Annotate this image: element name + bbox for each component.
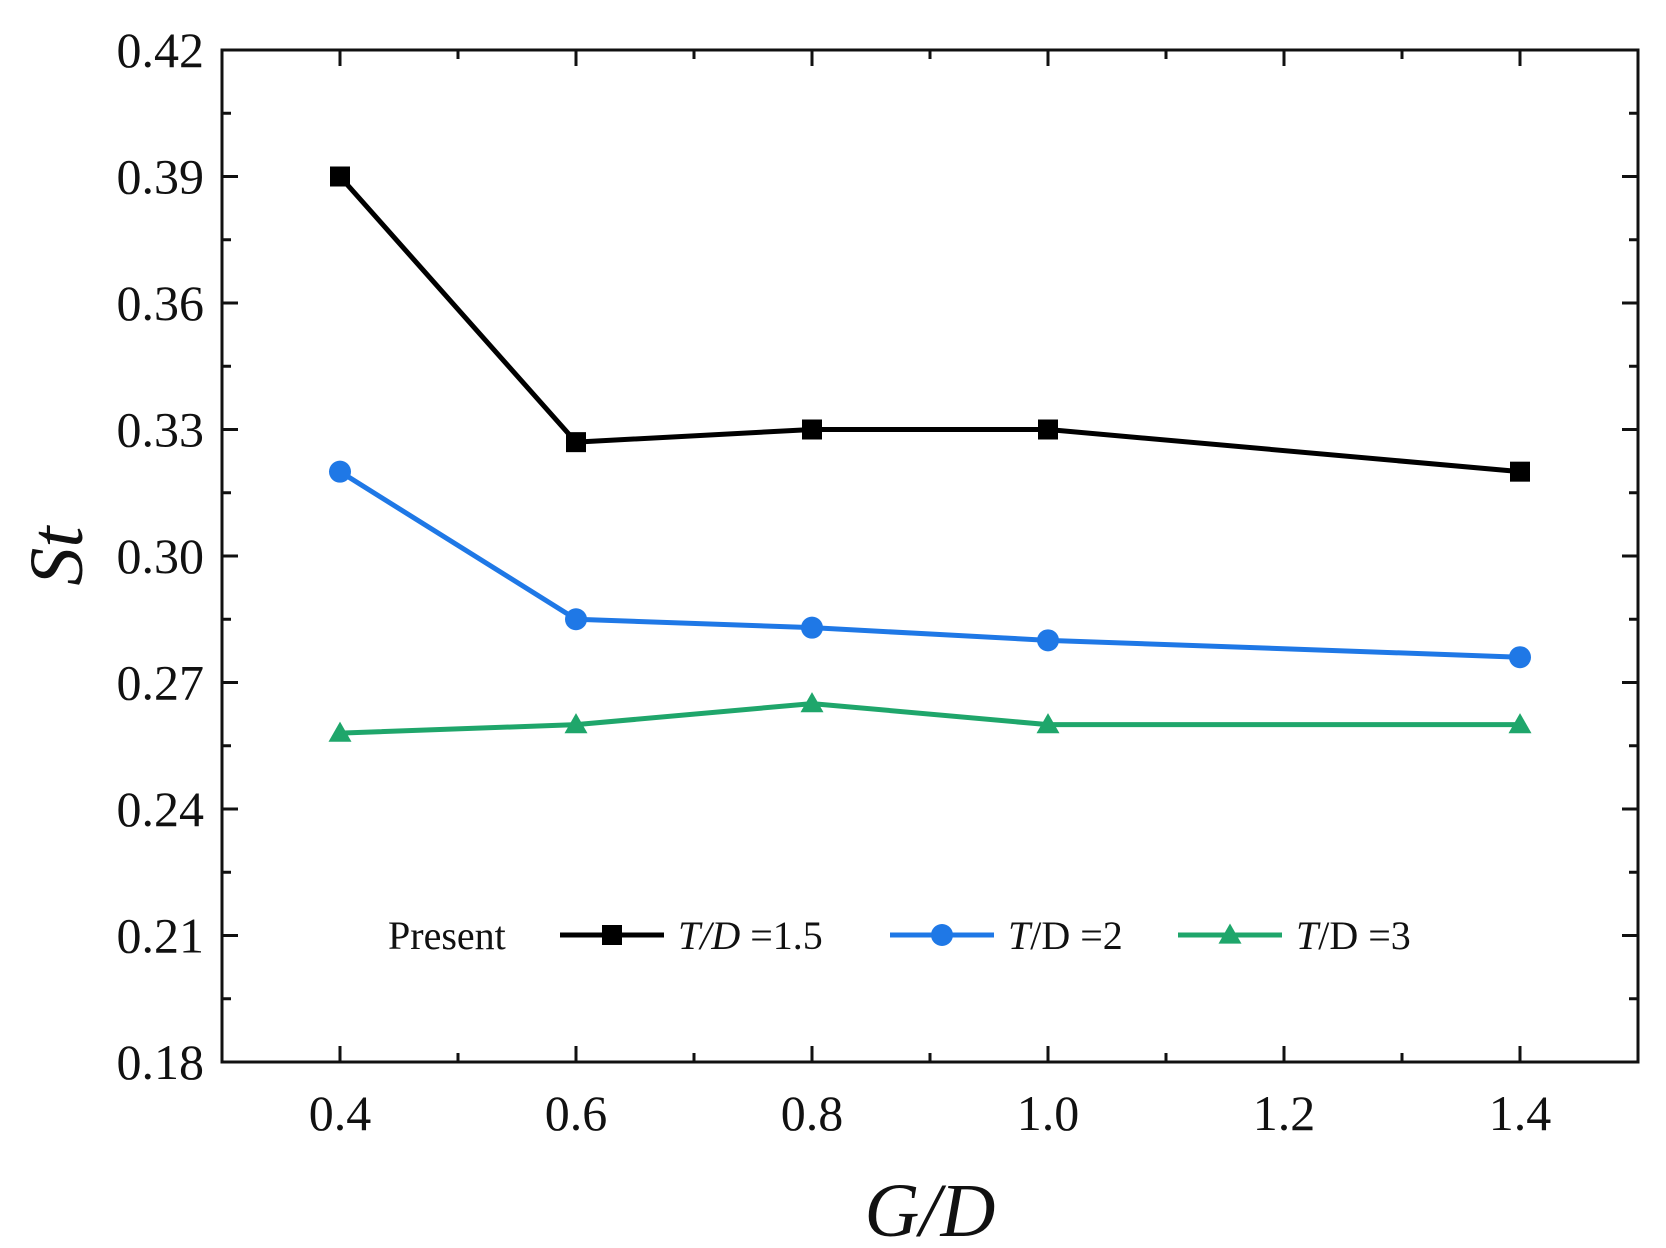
data-point-triangle bbox=[328, 721, 352, 742]
legend-label-rest: =1.5 bbox=[740, 913, 823, 958]
legend-item: T/D =3 bbox=[1178, 913, 1411, 958]
data-point-triangle bbox=[1508, 713, 1532, 734]
x-tick-label: 0.6 bbox=[545, 1085, 608, 1141]
legend-swatch-marker bbox=[1218, 923, 1242, 944]
data-point-triangle bbox=[1036, 713, 1060, 734]
series-line-square bbox=[338, 174, 1521, 475]
plot-frame bbox=[220, 48, 1640, 1064]
legend-label-italic: T bbox=[1008, 913, 1033, 958]
series-circle bbox=[329, 460, 1531, 669]
legend-label: T/D =2 bbox=[1008, 913, 1123, 958]
y-tick-label: 0.42 bbox=[117, 22, 205, 78]
legend-item: T/D =1.5 bbox=[560, 913, 823, 958]
data-point-square bbox=[1038, 419, 1058, 440]
legend-label-rest: /D =3 bbox=[1318, 913, 1411, 958]
legend-label: T/D =3 bbox=[1296, 913, 1411, 958]
legend-swatch-marker bbox=[602, 925, 622, 945]
series-layer bbox=[328, 166, 1532, 742]
y-tick-label: 0.39 bbox=[117, 149, 205, 205]
data-point-circle bbox=[1037, 629, 1059, 652]
y-axis-title: St bbox=[15, 525, 99, 586]
x-tick-label: 1.2 bbox=[1253, 1085, 1316, 1141]
data-point-circle bbox=[1509, 646, 1531, 669]
x-tick-label: 1.4 bbox=[1489, 1085, 1552, 1141]
series-triangle bbox=[328, 692, 1532, 742]
series-square bbox=[330, 166, 1530, 482]
data-point-square bbox=[566, 432, 586, 453]
legend-label: T/D =1.5 bbox=[678, 913, 823, 958]
y-tick-label: 0.33 bbox=[117, 402, 205, 458]
legend-title: Present bbox=[388, 913, 506, 958]
data-point-triangle bbox=[800, 692, 824, 713]
series-line-circle bbox=[338, 469, 1521, 660]
data-point-square bbox=[802, 419, 822, 440]
x-tick-label: 0.4 bbox=[309, 1085, 372, 1141]
y-tick-label: 0.18 bbox=[117, 1034, 205, 1090]
y-tick-label: 0.24 bbox=[117, 781, 205, 837]
data-point-square bbox=[1510, 461, 1530, 482]
y-axis-ticks: 0.42 0.39 0.36 0.33 0.30 0.27 0.24 0.21 0.18 bbox=[117, 22, 1638, 1090]
legend-label-italic: T bbox=[1296, 913, 1321, 958]
y-tick-label: 0.21 bbox=[117, 908, 205, 964]
x-axis-title: G/D bbox=[865, 1169, 996, 1248]
series-line-triangle bbox=[339, 701, 1520, 736]
x-axis-ticks: 0.4 0.6 0.8 1.0 1.2 1.4 bbox=[220, 50, 1640, 1141]
legend-label-rest: /D =2 bbox=[1030, 913, 1123, 958]
data-point-triangle bbox=[564, 713, 588, 734]
legend-swatch-marker bbox=[931, 924, 953, 946]
x-tick-label: 1.0 bbox=[1017, 1085, 1080, 1141]
y-tick-label: 0.30 bbox=[117, 528, 205, 584]
data-point-square bbox=[330, 166, 350, 187]
y-tick-label: 0.27 bbox=[117, 655, 205, 711]
legend-item: T/D =2 bbox=[890, 913, 1123, 958]
data-point-circle bbox=[565, 608, 587, 631]
data-point-circle bbox=[801, 616, 823, 639]
legend-label-italic: T/D bbox=[678, 913, 740, 958]
y-tick-label: 0.36 bbox=[117, 275, 205, 331]
x-tick-label: 0.8 bbox=[781, 1085, 844, 1141]
data-point-circle bbox=[329, 460, 351, 483]
legend: Present T/D =1.5 T/D =2 T/D =3 bbox=[388, 913, 1411, 958]
